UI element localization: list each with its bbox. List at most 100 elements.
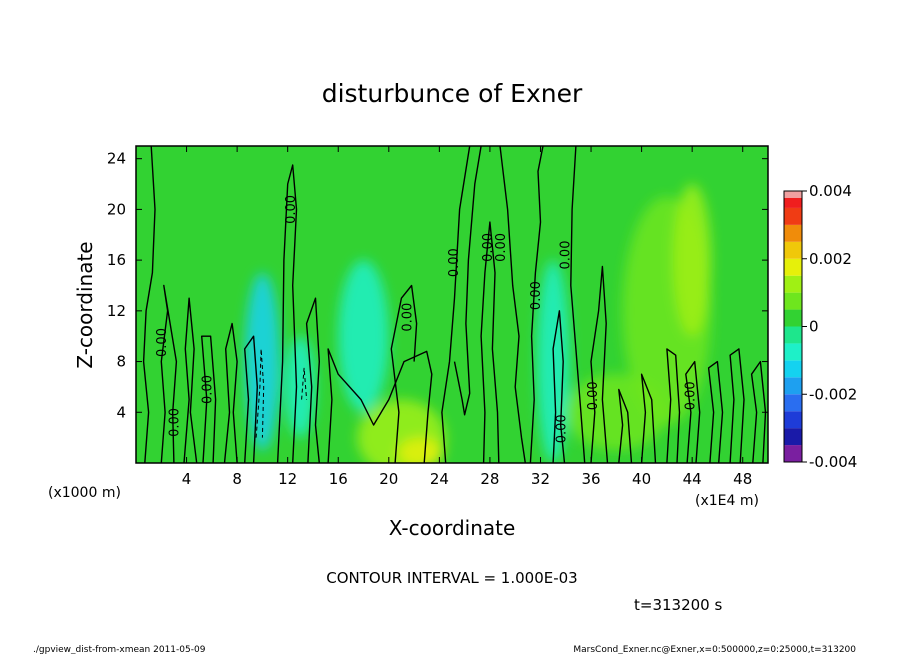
y-unit-label: (x1000 m) — [48, 485, 121, 501]
x-tick-label-7: 32 — [531, 470, 550, 488]
colorbar-level-10 — [784, 275, 802, 293]
contour-line-3 — [201, 335, 217, 463]
y-axis-ticks: 4 8 12 16 20 24 — [107, 150, 768, 421]
chart-title: disturbunce of Exner — [322, 79, 583, 108]
y-tick-label-2: 12 — [107, 302, 126, 320]
contour-label-6: 0.00 — [481, 233, 496, 262]
contour-line-12 — [480, 221, 500, 463]
x-tick-label-10: 44 — [683, 470, 702, 488]
x-tick-label-0: 4 — [182, 470, 192, 488]
value-region-6 — [357, 399, 446, 463]
contour-line-0 — [142, 146, 156, 463]
dashed-contour-line-1 — [301, 367, 308, 400]
contour-line-4 — [223, 322, 238, 463]
y-tick-label-5: 24 — [107, 150, 126, 168]
x-tick-label-2: 12 — [278, 470, 297, 488]
contour-line-19 — [640, 373, 657, 463]
x-tick-label-11: 48 — [733, 470, 752, 488]
contour-line-8 — [327, 348, 433, 463]
colorbar-level-1 — [784, 428, 802, 446]
x-axis-label: X-coordinate — [389, 516, 516, 540]
contour-line-24 — [750, 360, 767, 463]
y-tick-label-4: 20 — [107, 200, 126, 218]
contour-label-10: 0.00 — [555, 414, 570, 443]
contour-label-1: 0.00 — [168, 408, 183, 437]
colorbar-level-15 — [784, 197, 802, 208]
contour-interval-text: CONTOUR INTERVAL = 1.000E-03 — [326, 569, 577, 587]
colorbar-level-0 — [784, 445, 802, 462]
x-tick-label-4: 20 — [379, 470, 398, 488]
contour-label-0: 0.00 — [155, 328, 170, 357]
value-region-2 — [338, 260, 389, 413]
contour-line-6 — [276, 164, 298, 463]
contour-label-2: 0.00 — [201, 375, 216, 404]
contour-label-4: 0.00 — [400, 303, 415, 332]
contour-label-12: 0.00 — [683, 381, 698, 410]
contour-line-17 — [590, 265, 609, 463]
colorbar-levels — [784, 191, 802, 462]
colorbar-level-8 — [784, 309, 802, 327]
colorbar-tick-label-0: 0.004 — [809, 182, 852, 200]
contour-line-10 — [441, 146, 471, 463]
colorbar-level-12 — [784, 241, 802, 259]
colorbar: 0.004 0.002 0 -0.002 -0.004 — [783, 182, 857, 471]
x-tick-label-3: 16 — [329, 470, 348, 488]
contour-line-18 — [618, 388, 633, 463]
x-tick-label-5: 24 — [430, 470, 449, 488]
colorbar-level-13 — [784, 224, 802, 242]
contour-line-5 — [244, 335, 258, 463]
colorbar-level-4 — [784, 377, 802, 395]
contour-label-11: 0.00 — [586, 381, 601, 410]
y-axis-label: Z-coordinate — [73, 241, 97, 368]
x-tick-label-8: 36 — [581, 470, 600, 488]
plot-frame — [135, 145, 769, 464]
colorbar-ticks: 0.004 0.002 0 -0.002 -0.004 — [802, 182, 857, 471]
contour-line-2 — [183, 297, 198, 463]
colorbar-tick-label-4: -0.004 — [809, 453, 857, 471]
contour-lines — [142, 146, 767, 463]
contour-label-5: 0.00 — [447, 248, 462, 277]
dashed-contour-line-0 — [255, 348, 265, 438]
contour-label-9: 0.00 — [558, 241, 573, 270]
contour-label-3: 0.00 — [284, 195, 299, 224]
colorbar-level-16 — [784, 191, 802, 198]
footer-left: ./gpview_dist-from-xmean 2011-05-09 — [33, 645, 206, 654]
contour-line-23 — [729, 348, 745, 463]
contour-line-21 — [685, 360, 701, 463]
colorbar-level-2 — [784, 411, 802, 429]
contour-label-7: 0.00 — [494, 233, 509, 262]
contour-line-14 — [529, 146, 544, 463]
colorbar-tick-label-2: 0 — [809, 318, 819, 336]
x-unit-label: (x1E4 m) — [695, 493, 759, 509]
x-tick-label-9: 40 — [632, 470, 651, 488]
value-region-1 — [285, 336, 316, 438]
colorbar-level-3 — [784, 394, 802, 412]
plot-area: 0.000.000.000.000.000.000.000.000.000.00… — [135, 145, 769, 464]
colorbar-level-14 — [784, 207, 802, 225]
y-tick-label-3: 16 — [107, 251, 126, 269]
contour-line-9 — [390, 284, 418, 463]
colorbar-level-9 — [784, 292, 802, 310]
colorbar-level-7 — [784, 326, 802, 344]
time-label: t=313200 s — [634, 596, 722, 614]
contour-line-7 — [305, 297, 320, 463]
colorbar-tick-label-3: -0.002 — [809, 385, 857, 403]
colorbar-level-6 — [784, 343, 802, 361]
colorbar-tick-label-1: 0.002 — [809, 250, 852, 268]
contour-label-8: 0.00 — [529, 281, 544, 310]
footer-right: MarsCond_Exner.nc@Exner,x=0:500000,z=0:2… — [573, 645, 856, 654]
value-region-8 — [565, 374, 667, 451]
contour-labels: 0.000.000.000.000.000.000.000.000.000.00… — [155, 195, 698, 443]
contour-line-16 — [570, 146, 586, 463]
value-region-5 — [673, 184, 712, 337]
colorbar-level-11 — [784, 258, 802, 276]
x-tick-label-6: 28 — [480, 470, 499, 488]
y-tick-label-1: 8 — [116, 353, 126, 371]
y-tick-label-0: 4 — [116, 403, 126, 421]
contour-line-13 — [499, 146, 526, 463]
x-axis-ticks: 4 8 12 16 20 24 28 32 36 40 44 48 — [182, 146, 752, 488]
contour-line-11 — [453, 146, 482, 416]
contour-line-1 — [160, 284, 178, 463]
value-region-7 — [397, 437, 444, 463]
